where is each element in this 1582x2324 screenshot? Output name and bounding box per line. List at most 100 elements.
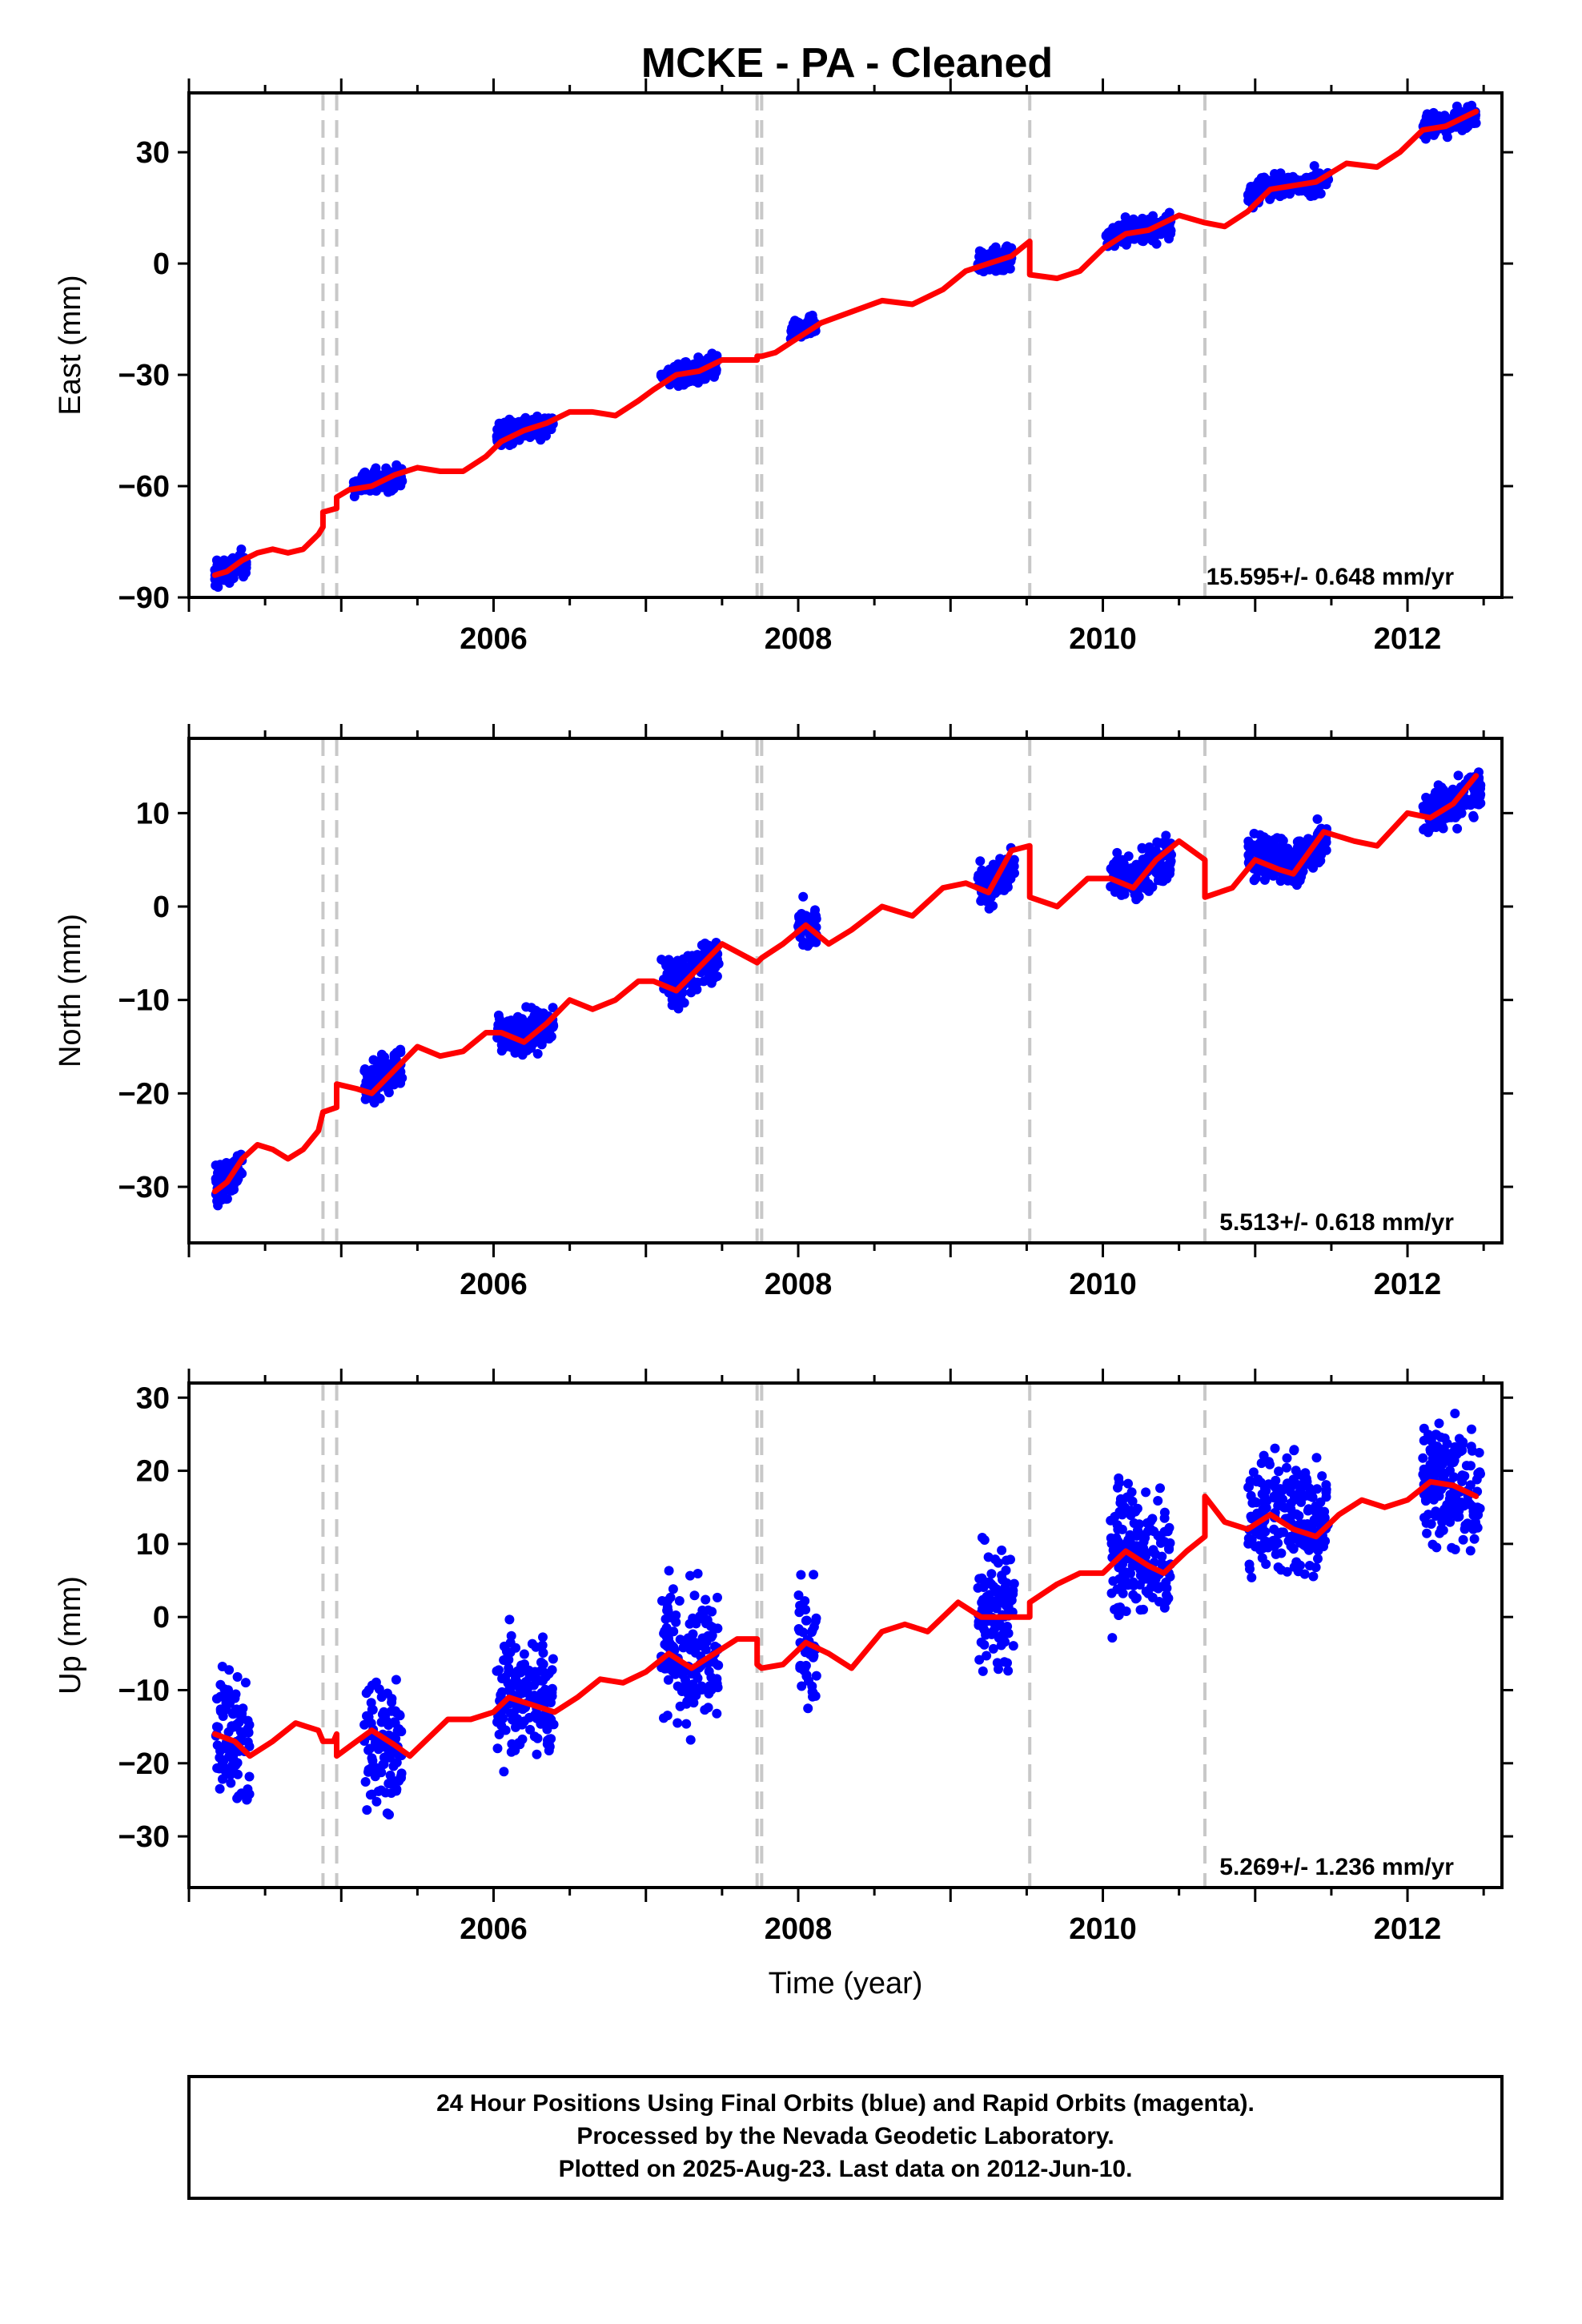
data-point xyxy=(1423,1429,1433,1440)
footer-line-orbits: 24 Hour Positions Using Final Orbits (bl… xyxy=(436,2090,1255,2117)
data-point xyxy=(1451,1495,1461,1506)
data-point xyxy=(1157,1558,1167,1569)
data-point xyxy=(1427,116,1437,127)
y-tick-label: −10 xyxy=(118,984,170,1018)
data-point xyxy=(801,1670,812,1680)
y-tick-label: −90 xyxy=(118,581,170,615)
data-point xyxy=(1442,132,1452,143)
data-point xyxy=(1276,1486,1287,1496)
data-point xyxy=(1277,176,1287,187)
data-point xyxy=(381,1715,391,1726)
data-point xyxy=(1265,194,1275,204)
data-point xyxy=(1461,123,1472,133)
data-point xyxy=(1125,1530,1135,1540)
y-tick-label: −30 xyxy=(118,1171,170,1204)
data-point xyxy=(700,372,710,381)
data-point xyxy=(1458,1437,1468,1447)
data-point xyxy=(391,1675,401,1685)
data-point xyxy=(1274,1466,1284,1477)
data-point xyxy=(668,1659,678,1669)
data-point xyxy=(374,1684,384,1695)
data-point xyxy=(1287,1534,1298,1545)
data-point xyxy=(974,1620,984,1630)
data-point xyxy=(1437,1459,1447,1470)
data-point xyxy=(1468,119,1479,128)
data-point xyxy=(539,1034,549,1044)
data-point xyxy=(661,1614,671,1624)
y-tick-label: 20 xyxy=(136,1455,170,1489)
data-point xyxy=(973,873,983,883)
data-point xyxy=(1311,1453,1322,1463)
velocity-label: 5.513+/- 0.618 mm/yr xyxy=(1219,1209,1454,1236)
data-point xyxy=(1243,1534,1254,1543)
data-point xyxy=(689,1698,699,1708)
data-point xyxy=(801,1615,812,1626)
data-point xyxy=(1312,814,1323,824)
data-point xyxy=(693,1569,703,1578)
data-point xyxy=(496,419,506,428)
data-point xyxy=(685,1735,696,1745)
data-point xyxy=(387,1747,397,1758)
axes-frame xyxy=(187,1381,1504,1889)
data-point xyxy=(1304,1483,1315,1494)
data-point xyxy=(1454,1506,1464,1516)
data-point xyxy=(713,1592,722,1602)
data-point xyxy=(363,1685,374,1695)
data-point xyxy=(988,1643,998,1654)
data-point xyxy=(221,1763,231,1774)
data-point xyxy=(712,971,722,982)
data-point xyxy=(1009,854,1019,865)
data-point xyxy=(1141,219,1151,230)
data-point xyxy=(1247,1572,1257,1582)
y-tick-label: −60 xyxy=(118,470,170,504)
data-point xyxy=(546,1715,556,1725)
data-point xyxy=(217,1743,227,1753)
data-point xyxy=(1273,1562,1283,1572)
data-point xyxy=(496,1720,507,1731)
data-point xyxy=(384,1810,394,1819)
data-point xyxy=(1135,1548,1146,1558)
data-point xyxy=(803,1703,813,1714)
data-point xyxy=(1471,1519,1481,1530)
data-point xyxy=(697,1681,707,1691)
data-point xyxy=(512,1014,523,1024)
data-point xyxy=(999,1657,1010,1667)
data-point xyxy=(1153,1496,1163,1506)
data-point xyxy=(668,1667,678,1676)
data-point xyxy=(1291,880,1302,891)
data-point xyxy=(1109,858,1119,869)
data-point xyxy=(674,1596,685,1606)
data-point xyxy=(685,1570,695,1581)
data-point xyxy=(1107,1633,1118,1643)
data-point xyxy=(1159,1537,1170,1547)
data-point xyxy=(1153,1583,1163,1594)
data-point xyxy=(214,1763,224,1774)
data-point xyxy=(988,901,998,911)
data-point xyxy=(677,1687,687,1696)
data-point xyxy=(1112,847,1122,858)
data-point xyxy=(538,1648,548,1658)
data-point xyxy=(1445,1504,1456,1514)
data-point xyxy=(1469,1534,1480,1544)
data-point xyxy=(1295,1486,1305,1496)
footer-line-processed: Processed by the Nevada Geodetic Laborat… xyxy=(576,2123,1114,2149)
data-point xyxy=(664,1566,674,1576)
data-point xyxy=(1452,1442,1462,1453)
x-tick-label: 2006 xyxy=(460,1268,528,1301)
data-point xyxy=(1259,1450,1269,1461)
data-point xyxy=(365,1790,375,1800)
data-point xyxy=(689,360,699,370)
data-point xyxy=(975,856,986,866)
y-tick-label: −20 xyxy=(118,1747,170,1781)
data-point xyxy=(532,1710,542,1720)
data-point xyxy=(673,955,683,966)
data-point xyxy=(1431,1445,1442,1455)
y-tick-label: −10 xyxy=(118,1674,170,1707)
data-point xyxy=(673,1718,683,1728)
data-point xyxy=(391,1047,402,1058)
data-point xyxy=(671,966,681,976)
data-point xyxy=(1299,1569,1310,1579)
data-point xyxy=(1161,1577,1171,1587)
data-point xyxy=(1439,1433,1450,1443)
data-point xyxy=(512,1681,523,1691)
